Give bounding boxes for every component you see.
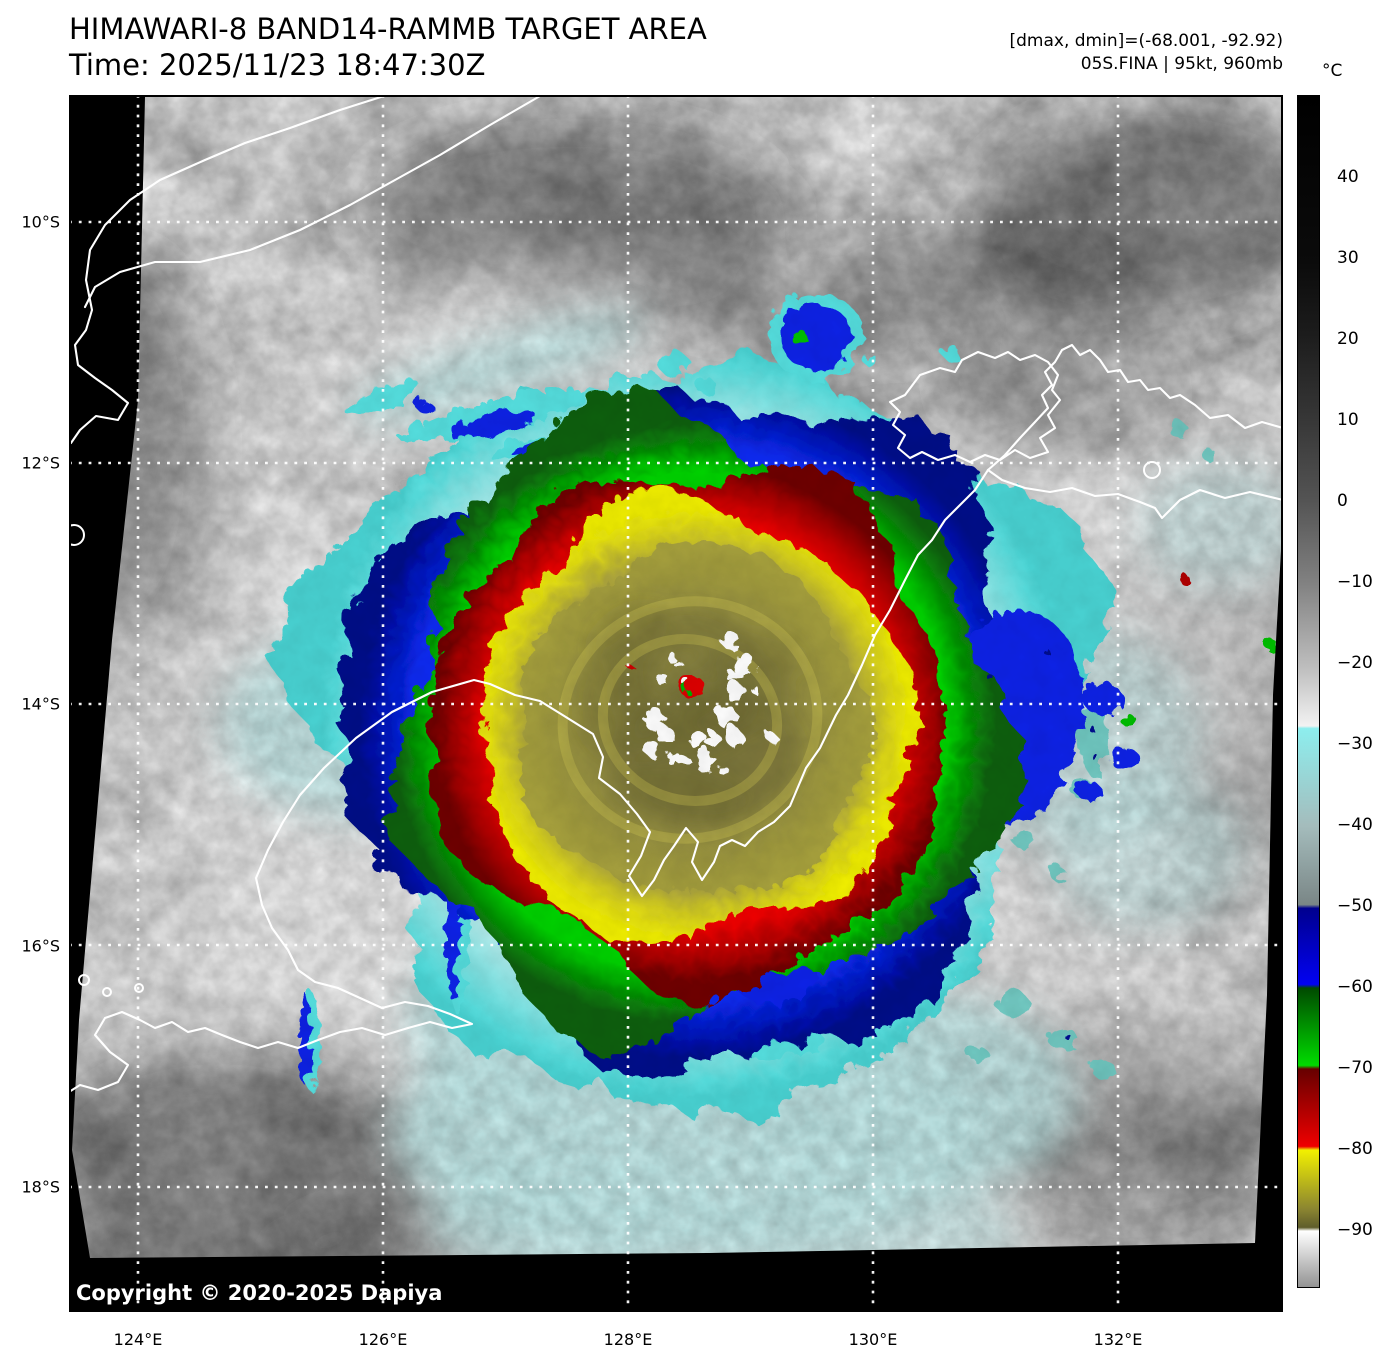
storm-info-annotation: 05S.FINA | 95kt, 960mb <box>1080 54 1283 74</box>
satellite-image <box>69 95 1283 1312</box>
coastline-small-island <box>1143 461 1161 479</box>
colorbar-tick-label: −20 <box>1337 653 1373 673</box>
lon-tick-label: 128°E <box>603 1330 653 1349</box>
coastline-small-island <box>69 524 85 546</box>
graticule-gridlines <box>69 95 1283 1312</box>
plot-frame <box>69 95 1283 1312</box>
lon-tick-label: 130°E <box>848 1330 898 1349</box>
coastline-small-island <box>102 987 112 997</box>
lat-tick-label: 18°S <box>21 1177 60 1197</box>
colorbar-tick-label: 40 <box>1337 167 1359 187</box>
lat-tick-label: 10°S <box>21 212 60 232</box>
lat-tick-label: 14°S <box>21 694 60 714</box>
cloud-field <box>72 95 1283 1258</box>
timestamp-label: Time: 2025/11/23 18:47:30Z <box>69 48 486 82</box>
lat-tick-label: 16°S <box>21 936 60 956</box>
coastline-small-island <box>134 983 144 993</box>
coastline-small-island <box>78 974 90 986</box>
coastlines <box>69 95 1283 1094</box>
colorbar-tick-label: −50 <box>1337 896 1373 916</box>
coastline-mainland-north <box>986 343 1283 520</box>
colorbar-tick-label: −90 <box>1337 1220 1373 1240</box>
page-title: HIMAWARI-8 BAND14-RAMMB TARGET AREA <box>69 12 707 46</box>
lat-tick-label: 12°S <box>21 453 60 473</box>
colorbar-tick-label: −70 <box>1337 1058 1373 1078</box>
lon-tick-label: 132°E <box>1093 1330 1143 1349</box>
coastline-melville-island <box>888 350 1062 464</box>
satellite-map-plot <box>69 95 1283 1312</box>
colorbar-tick-label: −10 <box>1337 572 1373 592</box>
colorbar-unit-label: °C <box>1322 61 1343 81</box>
colorbar-tick-label: 10 <box>1337 410 1359 430</box>
colorbar-tick-label: −40 <box>1337 815 1373 835</box>
colorbar-tick-label: 30 <box>1337 248 1359 268</box>
temperature-colorbar <box>1297 95 1320 1288</box>
colorbar-tick-label: 20 <box>1337 329 1359 349</box>
colorbar-tick-label: 0 <box>1337 491 1348 511</box>
coastline-timor-south <box>83 95 542 309</box>
copyright-watermark: Copyright © 2020-2025 Dapiya <box>76 1281 443 1305</box>
colorbar-tick-label: −60 <box>1337 977 1373 997</box>
coastline-timor-north <box>69 95 386 445</box>
colorbar-tick-label: −80 <box>1337 1139 1373 1159</box>
lon-tick-label: 124°E <box>113 1330 163 1349</box>
coastline-mainland-west <box>69 468 990 1094</box>
dmax-dmin-annotation: [dmax, dmin]=(-68.001, -92.92) <box>1009 31 1284 51</box>
colorbar-tick-label: −30 <box>1337 734 1373 754</box>
lon-tick-label: 126°E <box>358 1330 408 1349</box>
